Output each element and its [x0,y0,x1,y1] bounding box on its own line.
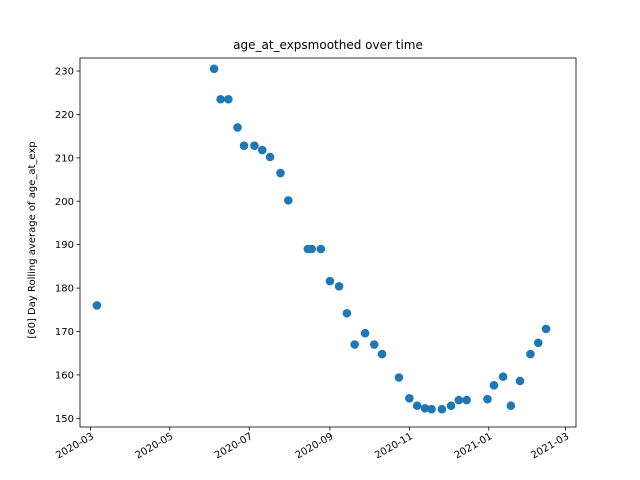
y-tick-label: 230 [55,67,74,78]
data-point [541,324,551,334]
y-tick-label: 180 [55,284,74,295]
data-point [412,401,422,411]
y-tick-label: 150 [55,414,74,425]
y-tick-label: 210 [55,153,74,164]
data-point [250,141,259,150]
data-point [265,152,275,162]
data-point [446,401,456,411]
data-point [377,349,387,359]
data-point [489,381,499,390]
chart-title: age_at_expsmoothed over time [233,38,423,52]
data-point [325,276,335,286]
data-point [307,244,317,254]
data-point [342,308,352,318]
data-point [454,395,464,405]
y-tick-label: 200 [55,197,74,208]
y-tick-label: 220 [55,110,74,121]
data-point [216,94,225,104]
data-point [316,244,326,254]
y-tick-label: 170 [55,327,74,338]
data-point [526,349,535,359]
data-point [224,94,233,104]
data-point [533,338,543,348]
data-point [483,394,492,404]
data-point [462,395,471,405]
data-point [515,376,525,386]
data-point [334,282,344,291]
data-point [437,404,447,414]
data-point [394,373,404,382]
data-point [369,340,379,349]
data-point [506,401,516,411]
data-point [427,404,436,414]
data-point [350,340,359,349]
data-point [239,141,249,150]
plot-area [79,57,577,428]
data-point [360,328,370,338]
y-axis-title: [60] Day Rolling average of age_at_exp [27,141,38,338]
data-point [209,64,219,74]
data-point [276,168,285,178]
data-point [233,123,242,132]
data-points [92,64,551,414]
y-tick-label: 160 [55,370,74,381]
data-point [420,404,430,413]
data-point [405,394,414,403]
y-axis: 150 160 170 180 190 200 210 220 230 [55,67,80,425]
plot-frame [79,57,577,428]
data-point [257,145,267,155]
data-point [498,372,508,381]
y-tick-label: 190 [55,240,74,251]
data-point [92,301,102,310]
data-point [283,196,293,205]
